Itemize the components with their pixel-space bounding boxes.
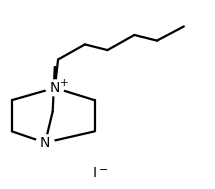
Text: I: I: [93, 166, 97, 180]
Text: +: +: [60, 78, 68, 88]
Text: −: −: [98, 165, 108, 174]
Text: N: N: [50, 81, 60, 95]
Circle shape: [46, 80, 64, 96]
Circle shape: [36, 135, 54, 151]
Text: N: N: [40, 136, 50, 150]
